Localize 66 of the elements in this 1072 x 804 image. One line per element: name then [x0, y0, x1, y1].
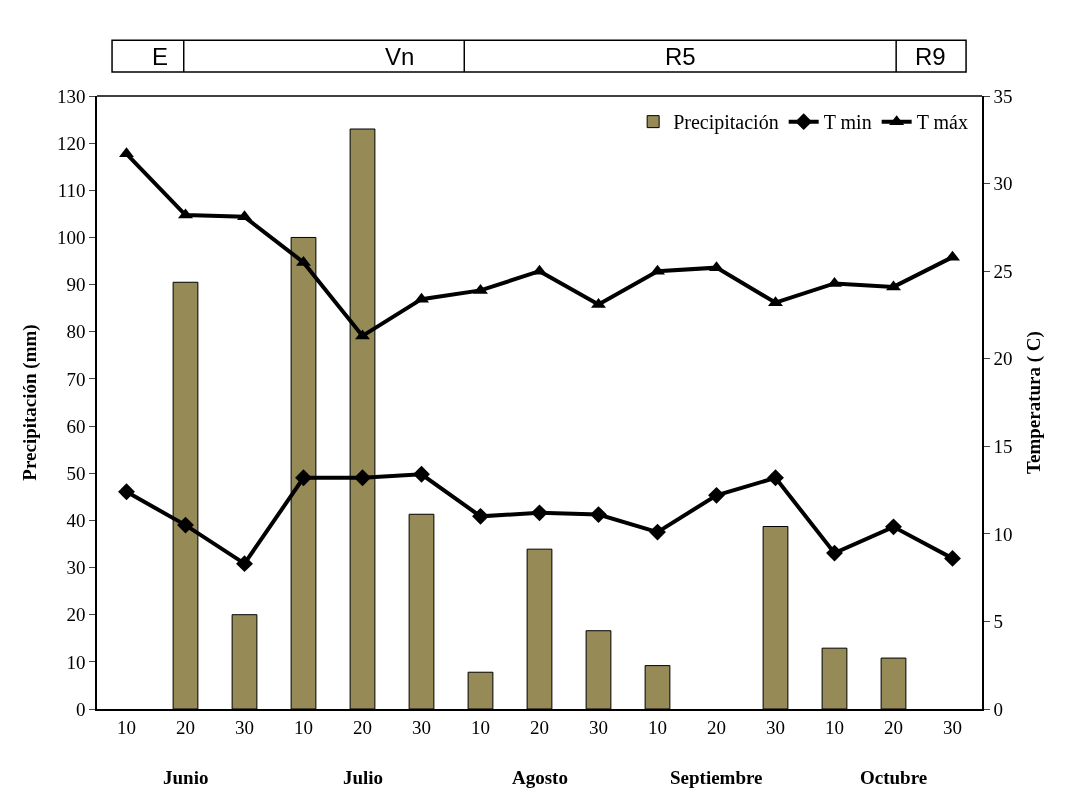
text: Junio: [163, 767, 209, 788]
point: [708, 486, 725, 504]
point: [649, 523, 666, 541]
point: [531, 504, 548, 522]
point: [118, 483, 135, 501]
text: Octubre: [860, 767, 928, 788]
y-tick-label: 60: [66, 415, 86, 437]
x-tick-label: 30: [412, 716, 431, 738]
point: [295, 469, 312, 487]
point: [767, 469, 784, 487]
point: [236, 555, 253, 573]
y2-axis-title: Temperatura ( C): [1022, 331, 1045, 474]
point: [354, 469, 371, 487]
text: Septiembre: [670, 767, 763, 788]
legend-label: T min: [823, 111, 872, 134]
text: Vn: [385, 43, 415, 70]
text: R5: [665, 43, 696, 70]
point: [590, 506, 607, 524]
x-tick-label: 10: [825, 716, 844, 738]
point: [177, 516, 194, 534]
text: Julio: [343, 767, 384, 788]
text: Agosto: [512, 767, 568, 788]
legend-label: Precipitación: [673, 111, 779, 135]
y-tick-label: 10: [66, 651, 86, 673]
y2-tick-label: 20: [993, 348, 1013, 370]
x-tick-label: 20: [530, 716, 549, 738]
point: [413, 465, 430, 483]
y2-tick-label: 10: [993, 523, 1013, 545]
y-tick-label: 130: [56, 85, 86, 107]
text: E: [152, 43, 169, 70]
x-tick-label: 10: [648, 716, 667, 738]
y-axis-title: Precipitación (mm): [19, 324, 42, 481]
y2-tick-label: 25: [993, 260, 1013, 282]
y2-tick-label: 5: [993, 611, 1004, 633]
x-tick-label: 30: [766, 716, 785, 738]
y-tick-label: 70: [66, 368, 86, 390]
x-tick-label: 20: [707, 716, 726, 738]
point: [826, 544, 843, 562]
point: [944, 549, 961, 567]
y-tick-label: 100: [56, 227, 86, 249]
x-tick-label: 10: [471, 716, 490, 738]
legend-label: T máx: [916, 111, 968, 134]
point: [472, 507, 489, 525]
y-tick-label: 80: [66, 321, 86, 343]
y2-tick-label: 30: [993, 173, 1013, 195]
x-tick-label: 20: [176, 716, 195, 738]
y-tick-label: 20: [66, 604, 86, 626]
y-tick-label: 0: [75, 698, 86, 720]
y-tick-label: 50: [66, 462, 86, 484]
point: [885, 518, 902, 536]
y2-tick-label: 0: [993, 698, 1004, 720]
x-tick-label: 30: [589, 716, 608, 738]
x-tick-label: 20: [353, 716, 372, 738]
y-tick-label: 110: [57, 179, 86, 201]
x-tick-label: 10: [117, 716, 136, 738]
x-tick-label: 30: [235, 716, 254, 738]
y-tick-label: 120: [56, 132, 86, 154]
x-tick-label: 30: [943, 716, 962, 738]
y-tick-label: 30: [66, 557, 86, 579]
y2-tick-label: 35: [993, 85, 1013, 107]
text: R9: [915, 43, 946, 70]
x-tick-label: 20: [884, 716, 903, 738]
y-tick-label: 40: [66, 510, 86, 532]
x-tick-label: 10: [294, 716, 313, 738]
y2-tick-label: 15: [993, 435, 1013, 457]
y-tick-label: 90: [66, 274, 86, 296]
